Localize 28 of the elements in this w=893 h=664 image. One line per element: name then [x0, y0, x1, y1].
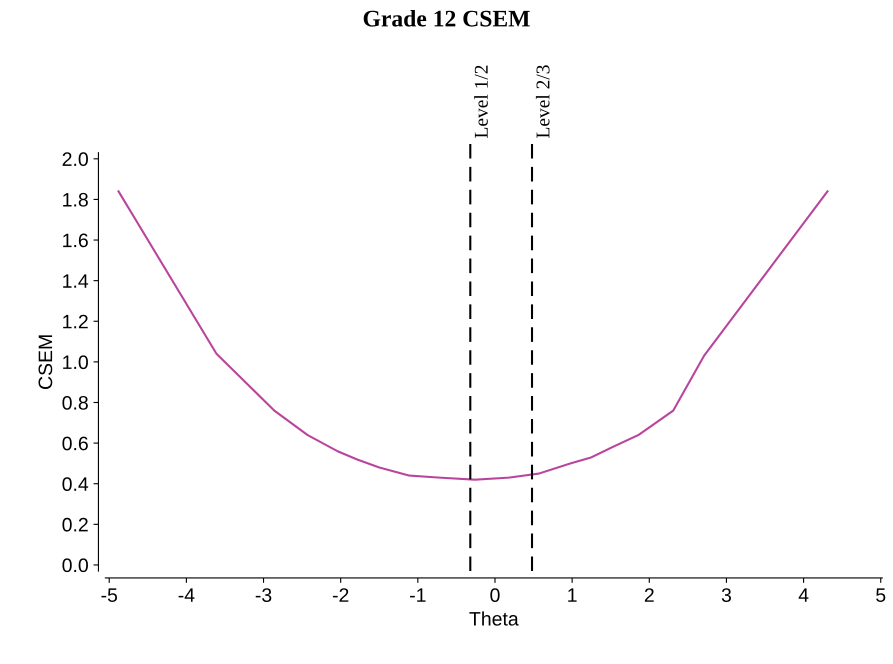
y-tick-label: 1.0	[63, 355, 88, 370]
y-axis-title: CSEM	[38, 335, 52, 389]
line-series	[117, 190, 829, 481]
y-tick-label: 1.8	[63, 192, 88, 207]
ref-line-label: Level 1/2	[474, 66, 488, 138]
x-tick-label: -2	[332, 588, 348, 602]
y-tick-label: 0.2	[62, 518, 88, 532]
y-tick-label: 0.6	[62, 436, 88, 450]
x-axis-title: Theta	[469, 611, 519, 626]
x-tick-label: -3	[256, 588, 272, 602]
x-tick-label: 2	[644, 588, 654, 602]
y-tick-label: 1.2	[63, 314, 88, 328]
x-tick-label: 1	[568, 588, 577, 602]
y-tick-label: 1.4	[63, 274, 88, 288]
ref-line-label: Level 2/3	[536, 65, 550, 138]
x-tick-label: 3	[722, 588, 731, 602]
x-tick-label: 5	[876, 588, 886, 602]
y-tick-label: 2.0	[62, 152, 88, 166]
y-tick-label: 0.4	[62, 477, 88, 491]
x-tick-label: 4	[798, 588, 808, 602]
x-tick-label: 0	[490, 588, 500, 602]
x-tick-label: -4	[178, 588, 194, 602]
x-tick-label: -1	[410, 588, 426, 602]
y-tick-label: 0.8	[62, 396, 88, 410]
y-tick-label: 1.6	[63, 234, 88, 248]
x-tick-label: -5	[101, 588, 118, 602]
chart-title: Grade 12 CSEM	[364, 10, 530, 27]
y-tick-label: 0.0	[62, 558, 88, 572]
